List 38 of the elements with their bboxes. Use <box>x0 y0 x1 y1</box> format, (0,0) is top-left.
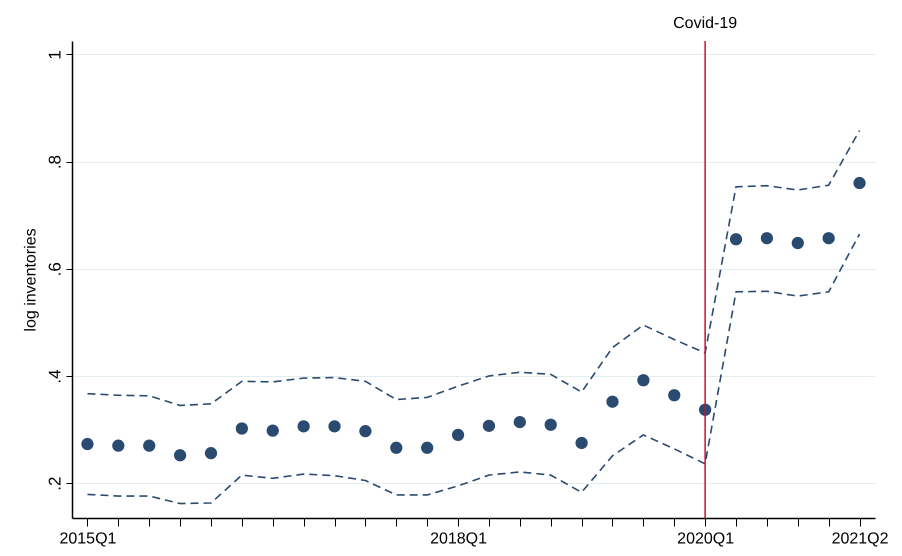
point <box>482 420 496 432</box>
y-tick-label: .8 <box>46 154 64 170</box>
point <box>81 438 94 450</box>
line-series <box>86 130 860 406</box>
point <box>143 440 156 452</box>
point <box>204 447 218 460</box>
y-tick-label: 1 <box>46 50 64 60</box>
line-series <box>86 233 860 504</box>
point <box>853 176 866 190</box>
x-tick-label: 2018Q1 <box>430 530 488 548</box>
point <box>792 236 804 250</box>
point <box>328 420 341 432</box>
point <box>266 424 279 437</box>
point <box>452 428 464 442</box>
point <box>822 232 835 244</box>
point <box>606 396 619 408</box>
x-tick-label: 2021Q2 <box>832 530 889 548</box>
point <box>112 440 124 452</box>
y-tick-label: .6 <box>46 262 64 276</box>
point <box>760 232 774 244</box>
point <box>174 449 186 462</box>
point <box>730 233 742 246</box>
point <box>668 389 680 402</box>
y-tick-label: .2 <box>46 476 64 491</box>
ref-line-label: Covid-19 <box>673 15 738 32</box>
point <box>298 420 310 432</box>
x-tick-label: 2020Q1 <box>677 530 734 548</box>
point <box>544 418 557 431</box>
x-tick-label: 2015Q1 <box>59 530 117 548</box>
point <box>359 425 372 438</box>
point <box>637 374 650 386</box>
point <box>390 442 402 454</box>
point <box>514 416 526 428</box>
y-tick-label: .4 <box>46 369 64 384</box>
point <box>236 422 248 435</box>
point <box>421 442 434 454</box>
y-axis-title: log inventories <box>22 228 40 332</box>
point <box>575 436 588 450</box>
